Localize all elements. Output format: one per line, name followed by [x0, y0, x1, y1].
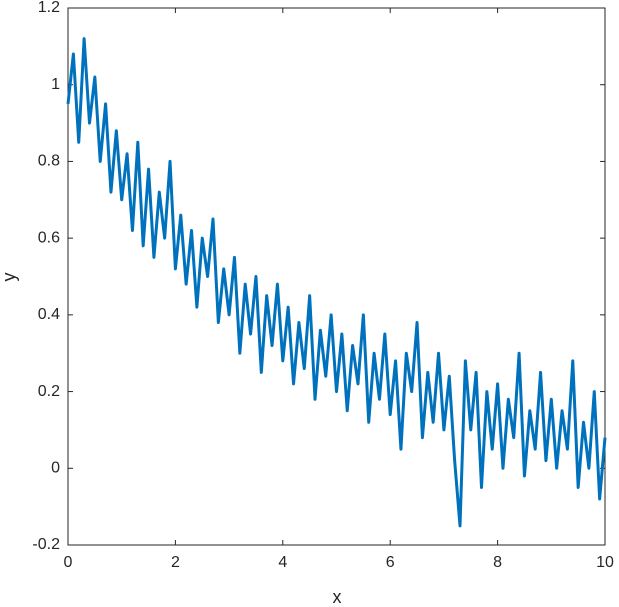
x-tick-label: 4: [278, 554, 287, 571]
x-tick-label: 10: [596, 554, 614, 571]
y-tick-label: 0.8: [38, 153, 60, 170]
x-tick-label: 8: [493, 554, 502, 571]
x-tick-label: 0: [64, 554, 73, 571]
x-tick-label: 6: [386, 554, 395, 571]
y-tick-label: 0.4: [38, 306, 60, 323]
y-tick-label: 1: [51, 76, 60, 93]
y-tick-label: 0.6: [38, 229, 60, 246]
data-line: [66, 37, 607, 528]
x-axis-label: x: [333, 587, 342, 607]
y-axis-label: y: [0, 273, 19, 282]
x-tick-label: 2: [171, 554, 180, 571]
y-tick-label: 0.2: [38, 383, 60, 400]
y-tick-label: 0: [51, 460, 60, 477]
y-tick-label: -0.2: [32, 536, 60, 553]
plot-box: [67, 7, 606, 546]
y-tick-label: 1.2: [38, 0, 60, 16]
